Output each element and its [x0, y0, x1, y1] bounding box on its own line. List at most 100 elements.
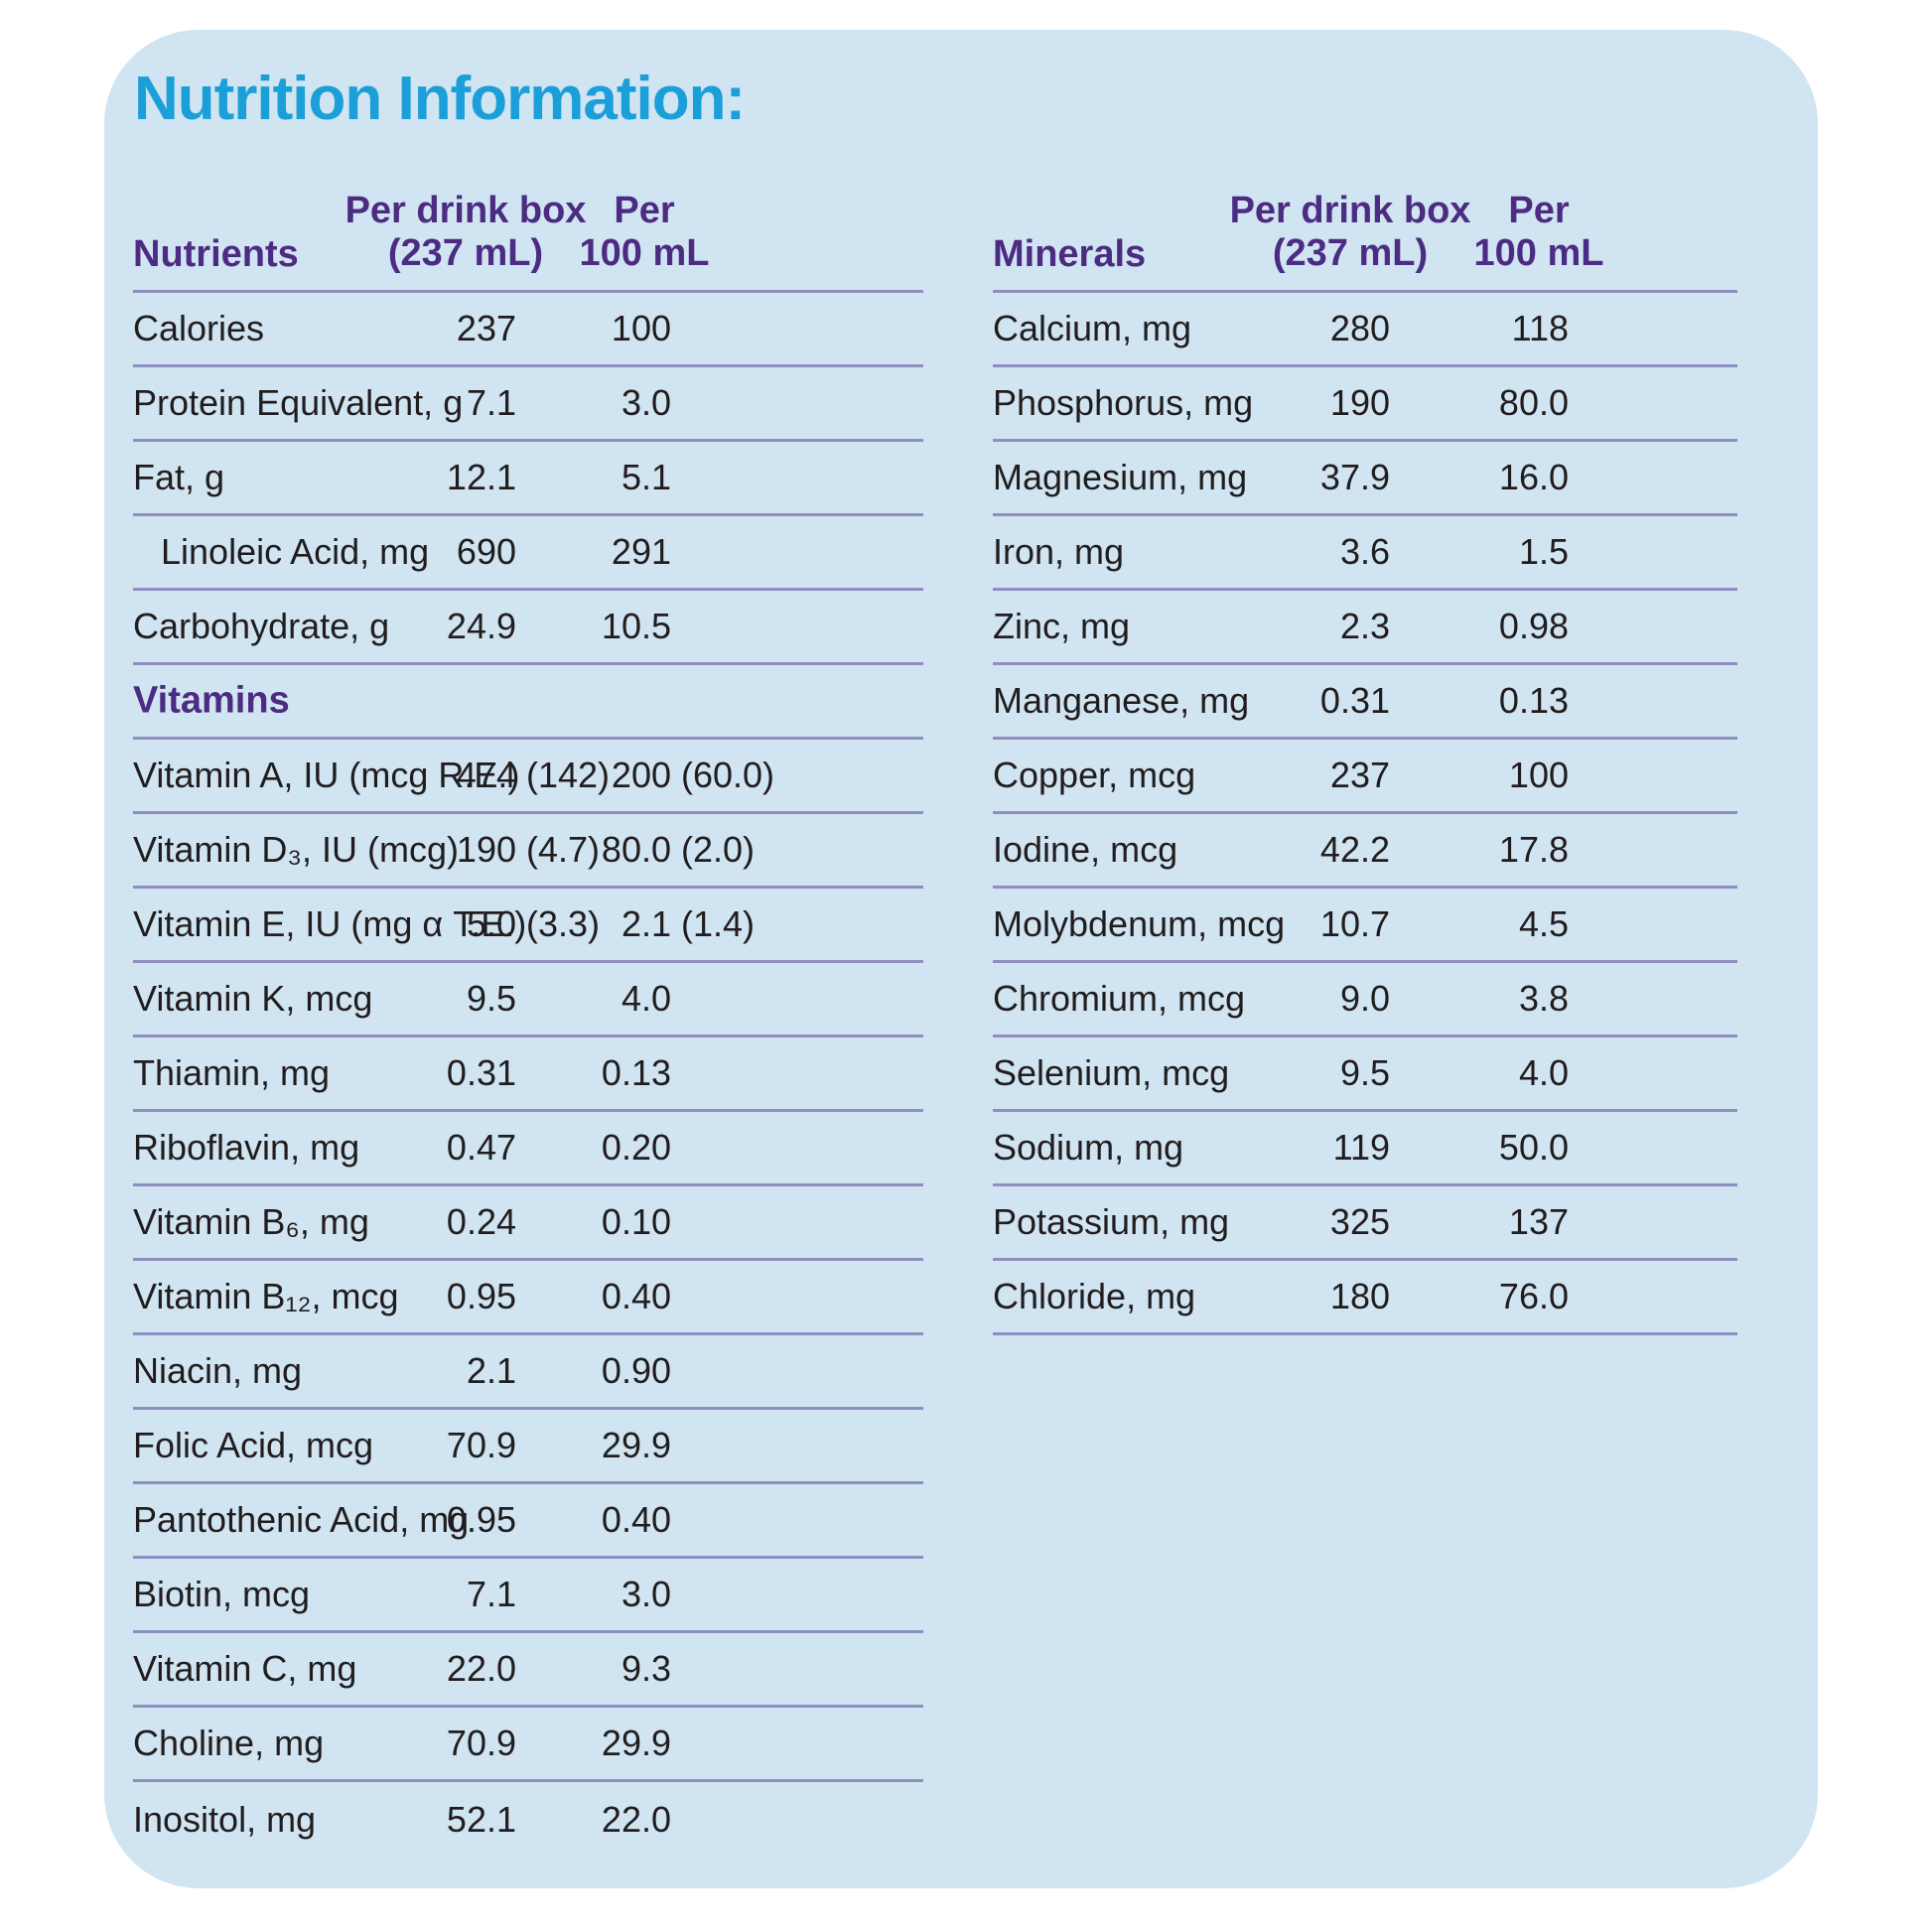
table-row: Iodine, mcg 42.2 17.8 — [993, 814, 1737, 889]
value-per-100ml: 118 — [1511, 308, 1569, 348]
value-per-100ml: 80.0 (2.0) — [601, 829, 756, 870]
row-label: Choline, mg — [133, 1723, 325, 1763]
value-per-drink-box: 22.0 — [446, 1648, 516, 1689]
table-row: Vitamin B₆, mg 0.24 0.10 — [133, 1186, 923, 1261]
table-row: Iron, mg 3.6 1.5 — [993, 516, 1737, 591]
table-row: Folic Acid, mcg 70.9 29.9 — [133, 1410, 923, 1484]
table-row: Vitamin K, mcg 9.5 4.0 — [133, 963, 923, 1037]
row-label: Potassium, mg — [993, 1201, 1230, 1242]
minerals-group-label: Minerals — [993, 233, 1147, 275]
value-per-100ml: 100 — [611, 308, 671, 348]
value-per-drink-box: 42.2 — [1319, 829, 1390, 870]
row-label: Vitamin A, IU (mcg R.E.) — [133, 755, 520, 795]
value-per-100ml: 9.3 — [621, 1648, 671, 1689]
table-row: Vitamin D₃, IU (mcg) 190 (4.7) 80.0 (2.0) — [133, 814, 923, 889]
minerals-table: Minerals Per drink box (237 mL) Per 100 … — [993, 149, 1737, 1335]
row-label: Calcium, mg — [993, 308, 1192, 348]
row-label: Copper, mcg — [993, 755, 1196, 795]
table-row: Vitamin A, IU (mcg R.E.) 474 (142) 200 (60.0… — [133, 740, 923, 814]
row-label: Folic Acid, mcg — [133, 1425, 374, 1465]
nutrients-group-label: Nutrients — [133, 233, 299, 275]
row-label: Iodine, mcg — [993, 829, 1178, 870]
value-per-drink-box: 280 — [1329, 308, 1390, 348]
row-label: Carbohydrate, g — [133, 606, 390, 646]
table-row: Zinc, mg 2.3 0.98 — [993, 591, 1737, 665]
table-row: Calories 237 100 — [133, 293, 923, 367]
value-per-drink-box: 2.1 — [466, 1350, 516, 1391]
value-per-100ml: 4.0 — [1518, 1052, 1569, 1093]
value-per-drink-box: 0.24 — [446, 1201, 516, 1242]
row-label: Calories — [133, 308, 265, 348]
value-per-drink-box: 24.9 — [446, 606, 516, 646]
value-per-100ml: 0.10 — [601, 1201, 671, 1242]
table-row: Calcium, mg 280 118 — [993, 293, 1737, 367]
row-label: Pantothenic Acid, mg — [133, 1499, 470, 1540]
value-per-drink-box: 70.9 — [446, 1425, 516, 1465]
table-row: Thiamin, mg 0.31 0.13 — [133, 1037, 923, 1112]
value-per-100ml: 2.1 (1.4) — [621, 903, 756, 944]
value-per-100ml: 3.0 — [621, 382, 671, 423]
value-per-100ml: 0.13 — [1498, 680, 1569, 721]
value-per-drink-box: 7.1 — [466, 1574, 516, 1614]
row-label: Vitamin K, mcg — [133, 978, 373, 1019]
value-per-drink-box: 9.5 — [466, 978, 516, 1019]
table-row: Copper, mcg 237 100 — [993, 740, 1737, 814]
row-label: Vitamin E, IU (mg α T.E.) — [133, 903, 527, 944]
nutrients-table: Nutrients Per drink box (237 mL) Per 100… — [133, 149, 923, 1857]
page-title: Nutrition Information: — [134, 65, 746, 133]
minerals-table-header: Minerals Per drink box (237 mL) Per 100 … — [993, 149, 1737, 293]
table-row: Inositol, mg 52.1 22.0 — [133, 1782, 923, 1857]
table-row: Carbohydrate, g 24.9 10.5 — [133, 591, 923, 665]
row-label: Molybdenum, mcg — [993, 903, 1286, 944]
value-per-100ml: 80.0 — [1498, 382, 1569, 423]
row-label: Protein Equivalent, g — [133, 382, 464, 423]
table-row: Pantothenic Acid, mg 0.95 0.40 — [133, 1484, 923, 1559]
per-drink-box-header: Per drink box (237 mL) — [345, 189, 587, 275]
table-row: Vitamin E, IU (mg α T.E.) 5.0 (3.3) 2.1 (1.4… — [133, 889, 923, 963]
table-row: Choline, mg 70.9 29.9 — [133, 1708, 923, 1782]
value-per-drink-box: 2.3 — [1339, 606, 1390, 646]
table-row: Riboflavin, mg 0.47 0.20 — [133, 1112, 923, 1186]
row-label: Chromium, mcg — [993, 978, 1246, 1019]
table-row: Biotin, mcg 7.1 3.0 — [133, 1559, 923, 1633]
value-per-100ml: 0.90 — [601, 1350, 671, 1391]
value-per-100ml: 4.5 — [1518, 903, 1569, 944]
row-label: Vitamin D₃, IU (mcg) — [133, 829, 460, 870]
row-label: Manganese, mg — [993, 680, 1250, 721]
row-label: Thiamin, mg — [133, 1052, 331, 1093]
per-100ml-header: Per 100 mL — [579, 189, 710, 275]
section-label: Vitamins — [133, 679, 290, 722]
value-per-drink-box: 0.31 — [1319, 680, 1390, 721]
row-label: Iron, mg — [993, 531, 1125, 572]
value-per-100ml: 291 — [611, 531, 671, 572]
table-row: Phosphorus, mg 190 80.0 — [993, 367, 1737, 442]
value-per-100ml: 0.20 — [601, 1127, 671, 1168]
value-per-100ml: 1.5 — [1518, 531, 1569, 572]
value-per-drink-box: 190 (4.7) — [456, 829, 601, 870]
value-per-drink-box: 0.47 — [446, 1127, 516, 1168]
row-label: Vitamin B₆, mg — [133, 1201, 369, 1242]
value-per-drink-box: 10.7 — [1319, 903, 1390, 944]
value-per-100ml: 137 — [1508, 1201, 1569, 1242]
value-per-drink-box: 0.95 — [446, 1276, 516, 1316]
value-per-drink-box: 237 — [456, 308, 516, 348]
table-row: Manganese, mg 0.31 0.13 — [993, 665, 1737, 740]
table-row: Selenium, mcg 9.5 4.0 — [993, 1037, 1737, 1112]
table-row: Chloride, mg 180 76.0 — [993, 1261, 1737, 1335]
value-per-100ml: 10.5 — [601, 606, 671, 646]
row-label: Fat, g — [133, 457, 225, 497]
value-per-100ml: 200 (60.0) — [611, 755, 775, 795]
value-per-drink-box: 3.6 — [1339, 531, 1390, 572]
value-per-100ml: 3.0 — [621, 1574, 671, 1614]
row-label: Riboflavin, mg — [133, 1127, 360, 1168]
row-label: Zinc, mg — [993, 606, 1131, 646]
table-row: Niacin, mg 2.1 0.90 — [133, 1335, 923, 1410]
value-per-100ml: 5.1 — [621, 457, 671, 497]
value-per-drink-box: 70.9 — [446, 1723, 516, 1763]
value-per-100ml: 76.0 — [1498, 1276, 1569, 1316]
value-per-drink-box: 690 — [456, 531, 516, 572]
nutrients-rows: Calories 237 100 Protein Equivalent, g 7.1 3.… — [133, 293, 923, 1857]
value-per-drink-box: 119 — [1332, 1127, 1390, 1168]
value-per-100ml: 4.0 — [621, 978, 671, 1019]
table-row: Chromium, mcg 9.0 3.8 — [993, 963, 1737, 1037]
